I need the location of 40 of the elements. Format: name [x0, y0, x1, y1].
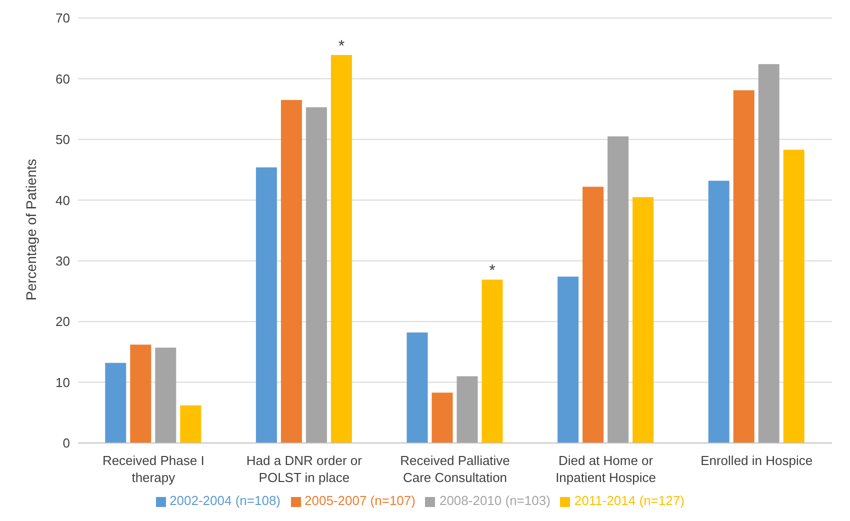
bar — [482, 280, 503, 443]
y-tick-label: 30 — [56, 253, 70, 268]
x-tick-label: Had a DNR order or POLST in place — [246, 453, 363, 485]
x-tick-label: Died at Home or Inpatient Hospice — [556, 453, 656, 485]
y-tick-label: 10 — [56, 374, 70, 390]
legend-label: 2008-2010 (n=103) — [439, 493, 550, 508]
y-tick-label: 40 — [56, 192, 70, 208]
x-tick-label: Enrolled in Hospice — [700, 453, 813, 468]
bar — [733, 90, 754, 443]
y-tick-label: 60 — [56, 71, 70, 86]
bar — [632, 197, 654, 443]
y-tick-label: 20 — [56, 314, 70, 330]
legend-label: 2011-2014 (n=127) — [574, 493, 684, 508]
x-tick-label: Received Phase I therapy — [102, 453, 204, 485]
y-tick-label: 70 — [56, 10, 70, 26]
y-tick-label: 0 — [62, 436, 70, 451]
y-axis-title: Percentage of Patients — [22, 158, 39, 300]
bar — [708, 180, 730, 443]
bar — [758, 64, 780, 443]
legend-label: 2002-2004 (n=108) — [170, 493, 281, 508]
x-tick-label: Received Palliative Care Consultation — [400, 453, 510, 485]
y-tick-label: 50 — [56, 132, 70, 148]
bar — [155, 348, 176, 443]
bar — [180, 405, 202, 443]
bar — [406, 332, 428, 443]
bar — [582, 186, 604, 443]
bar — [280, 100, 302, 443]
bar — [456, 376, 478, 443]
bar — [558, 276, 579, 443]
bar — [306, 107, 327, 443]
data-label: * — [489, 262, 496, 280]
bar — [130, 344, 152, 443]
bar — [783, 150, 804, 443]
legend-label: 2005-2007 (n=107) — [304, 493, 416, 508]
bar — [330, 55, 352, 443]
bar — [432, 392, 453, 443]
bar — [105, 362, 126, 443]
bar — [256, 167, 277, 443]
data-label: * — [338, 38, 345, 56]
bar — [608, 136, 629, 443]
